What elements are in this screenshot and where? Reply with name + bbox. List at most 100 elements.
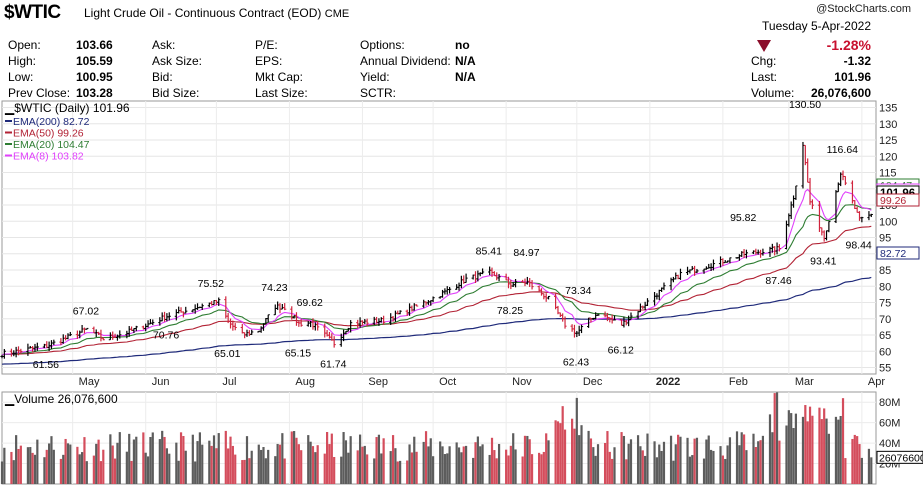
- volume-bar: [333, 457, 336, 484]
- col5-label-0: Chg:: [751, 54, 777, 68]
- volume-bar: [408, 444, 411, 484]
- volume-bar: [860, 457, 863, 484]
- volume-bar: [794, 413, 798, 484]
- volume-bar: [740, 432, 743, 484]
- volume-bar: [276, 443, 279, 484]
- x-tick-label: Jul: [222, 376, 236, 388]
- volume-bar: [627, 443, 630, 484]
- col1-label-3: Prev Close:: [8, 86, 71, 100]
- volume-bar: [646, 433, 649, 484]
- volume-bar: [578, 435, 581, 484]
- volume-bar: [382, 438, 385, 484]
- volume-bar: [399, 460, 402, 484]
- x-tick-label: Dec: [583, 376, 603, 388]
- volume-bar: [0, 461, 4, 484]
- col5-value-0: -1.32: [843, 54, 871, 68]
- x-tick-label: Apr: [868, 376, 885, 388]
- volume-bar: [144, 452, 147, 484]
- y-tick-label: 85: [879, 265, 891, 277]
- volume-bar: [455, 442, 458, 484]
- price-label: 84.97: [513, 247, 539, 259]
- col1-label-0: Open:: [8, 38, 41, 52]
- volume-bar: [64, 438, 67, 484]
- volume-bar: [429, 438, 432, 484]
- y-tick-label: 80: [879, 281, 891, 293]
- ema-tag-box: [876, 246, 920, 260]
- y-tick-label: 70: [879, 314, 891, 326]
- volume-bar: [125, 451, 128, 484]
- volume-bar: [295, 437, 298, 484]
- volume-bar: [410, 452, 414, 484]
- volume-bar: [507, 455, 510, 484]
- volume-bar: [658, 444, 661, 484]
- volume-bar: [36, 439, 39, 484]
- volume-bar: [660, 450, 663, 484]
- stockcharts-logo[interactable]: @StockCharts.com: [816, 3, 911, 15]
- volume-bar: [695, 437, 699, 484]
- legend-label: EMA(200) 82.72: [13, 116, 90, 128]
- volume-bar: [424, 431, 428, 484]
- volume-bar: [827, 433, 830, 484]
- col4-label-1: Annual Dividend:: [360, 54, 451, 68]
- price-title: ▁$WTIC (Daily) 101.96: [4, 101, 130, 115]
- ema8-line: [1, 188, 872, 356]
- volume-bar: [804, 405, 807, 484]
- col4-value-1: N/A: [455, 54, 476, 68]
- col2-label-0: Ask:: [152, 38, 176, 52]
- volume-bar: [15, 435, 18, 484]
- ema-tag: 82.72: [880, 248, 906, 260]
- volume-bar: [245, 436, 249, 484]
- volume-bar: [523, 435, 527, 484]
- volume-bar: [528, 439, 531, 484]
- volume-bar: [768, 414, 772, 484]
- volume-bar: [358, 434, 362, 484]
- volume-bar: [778, 440, 781, 484]
- exchange: CME: [324, 8, 350, 20]
- x-tick-label: May: [79, 376, 100, 388]
- volume-bar: [406, 460, 409, 484]
- volume-bar: [300, 450, 303, 484]
- volume-bar: [10, 451, 13, 484]
- col4-label-2: Yield:: [360, 70, 390, 84]
- pct-change: -1.28%: [826, 37, 871, 53]
- volume-bar: [366, 454, 369, 484]
- quote-date: Tuesday 5-Apr-2022: [762, 19, 871, 33]
- volume-bar: [307, 435, 310, 484]
- volume-bar: [512, 433, 515, 484]
- ema50-line: [1, 225, 872, 356]
- volume-bar: [530, 454, 534, 484]
- col2-label-3: Bid Size:: [152, 86, 200, 100]
- col4-label-0: Options:: [360, 38, 405, 52]
- volume-bar: [260, 449, 263, 484]
- volume-bar: [806, 421, 809, 484]
- volume-bar: [825, 418, 828, 484]
- price-label: 69.62: [297, 297, 323, 309]
- volume-bar: [52, 449, 55, 484]
- x-tick-label: 2022: [656, 376, 680, 388]
- ema20-line: [1, 204, 872, 356]
- volume-bar: [641, 450, 644, 484]
- volume-bar: [50, 436, 53, 484]
- volume-bar: [149, 436, 152, 484]
- volume-bar: [59, 458, 62, 484]
- volume-bar: [135, 436, 138, 484]
- y-tick-label: 55: [879, 363, 891, 375]
- x-tick-label: Nov: [512, 376, 532, 388]
- volume-bar: [490, 437, 494, 484]
- volume-bar: [48, 443, 51, 484]
- volume-bar: [443, 454, 446, 484]
- volume-bar: [224, 430, 227, 484]
- volume-bar: [867, 448, 871, 484]
- volume-bar: [870, 457, 873, 484]
- volume-bar: [267, 449, 270, 484]
- volume-bar: [834, 416, 838, 484]
- volume-bar: [792, 428, 795, 484]
- col1-label-2: Low:: [8, 70, 34, 84]
- volume-bar: [33, 454, 37, 484]
- col1-value-0: 103.66: [76, 38, 113, 52]
- volume-bar: [613, 447, 616, 484]
- change-box: Tuesday 5-Apr-2022 -1.28% Chg: -1.32 Last:…: [751, 16, 871, 100]
- volume-bar: [545, 433, 548, 484]
- volume-bar: [316, 445, 319, 484]
